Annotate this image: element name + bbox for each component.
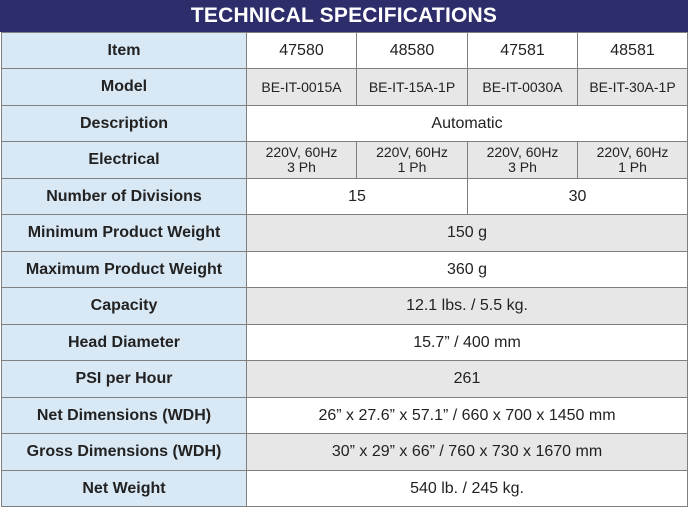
row-model: Model BE-IT-0015A BE-IT-15A-1P BE-IT-003…: [1, 68, 688, 106]
electrical-value: 220V, 60Hz 3 Ph: [246, 141, 357, 179]
gross-dimensions-value: 30” x 29” x 66” / 760 x 730 x 1670 mm: [246, 433, 688, 471]
row-gross-dimensions: Gross Dimensions (WDH) 30” x 29” x 66” /…: [1, 433, 688, 471]
row-description: Description Automatic: [1, 105, 688, 142]
row-net-weight: Net Weight 540 lb. / 245 kg.: [1, 470, 688, 507]
head-diameter-value: 15.7” / 400 mm: [246, 324, 688, 361]
row-label: Gross Dimensions (WDH): [1, 433, 247, 471]
electrical-line-2: 1 Ph: [618, 159, 647, 175]
row-label: Item: [1, 32, 247, 69]
electrical-line-1: 220V, 60Hz: [486, 144, 559, 160]
electrical-line-1: 220V, 60Hz: [265, 144, 338, 160]
row-label: Net Weight: [1, 470, 247, 507]
item-number: 48580: [356, 32, 468, 69]
net-dimensions-value: 26” x 27.6” x 57.1” / 660 x 700 x 1450 m…: [246, 397, 688, 434]
row-label: Number of Divisions: [1, 178, 247, 215]
net-weight-value: 540 lb. / 245 kg.: [246, 470, 688, 507]
psi-value: 261: [246, 360, 688, 398]
electrical-value: 220V, 60Hz 1 Ph: [356, 141, 468, 179]
electrical-value: 220V, 60Hz 1 Ph: [577, 141, 688, 179]
model-number: BE-IT-30A-1P: [577, 68, 688, 106]
model-number: BE-IT-15A-1P: [356, 68, 468, 106]
item-number: 47581: [467, 32, 578, 69]
description-value: Automatic: [246, 105, 688, 142]
row-net-dimensions: Net Dimensions (WDH) 26” x 27.6” x 57.1”…: [1, 397, 688, 434]
row-label: Head Diameter: [1, 324, 247, 361]
row-max-weight: Maximum Product Weight 360 g: [1, 251, 688, 288]
capacity-value: 12.1 lbs. / 5.5 kg.: [246, 287, 688, 325]
divisions-value: 30: [467, 178, 688, 215]
row-label: Electrical: [1, 141, 247, 179]
electrical-line-2: 3 Ph: [508, 159, 537, 175]
electrical-line-1: 220V, 60Hz: [596, 144, 669, 160]
row-item: Item 47580 48580 47581 48581: [1, 32, 688, 69]
row-divisions: Number of Divisions 15 30: [1, 178, 688, 215]
electrical-line-2: 3 Ph: [287, 159, 316, 175]
row-label: PSI per Hour: [1, 360, 247, 398]
row-electrical: Electrical 220V, 60Hz 3 Ph 220V, 60Hz 1 …: [1, 141, 688, 179]
row-label: Minimum Product Weight: [1, 214, 247, 252]
item-number: 48581: [577, 32, 688, 69]
row-label: Maximum Product Weight: [1, 251, 247, 288]
electrical-line-1: 220V, 60Hz: [376, 144, 448, 160]
electrical-value: 220V, 60Hz 3 Ph: [467, 141, 578, 179]
row-label: Model: [1, 68, 247, 106]
spec-table: Item 47580 48580 47581 48581 Model BE-IT…: [1, 32, 688, 507]
model-number: BE-IT-0030A: [467, 68, 578, 106]
row-label: Net Dimensions (WDH): [1, 397, 247, 434]
row-capacity: Capacity 12.1 lbs. / 5.5 kg.: [1, 287, 688, 325]
divisions-value: 15: [246, 178, 468, 215]
row-label: Capacity: [1, 287, 247, 325]
table-title: TECHNICAL SPECIFICATIONS: [0, 0, 688, 32]
row-min-weight: Minimum Product Weight 150 g: [1, 214, 688, 252]
row-psi: PSI per Hour 261: [1, 360, 688, 398]
item-number: 47580: [246, 32, 357, 69]
electrical-line-2: 1 Ph: [397, 159, 427, 175]
row-head-diameter: Head Diameter 15.7” / 400 mm: [1, 324, 688, 361]
model-number: BE-IT-0015A: [246, 68, 357, 106]
max-weight-value: 360 g: [246, 251, 688, 288]
min-weight-value: 150 g: [246, 214, 688, 252]
row-label: Description: [1, 105, 247, 142]
